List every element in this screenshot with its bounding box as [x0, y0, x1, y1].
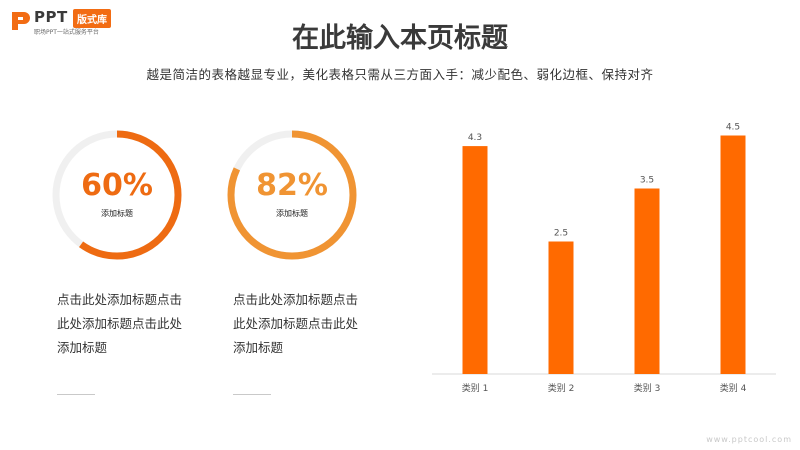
bar-data-label: 3.5	[640, 176, 654, 186]
brand-name: PPT	[34, 8, 68, 26]
page-title: 在此输入本页标题	[292, 23, 508, 54]
donut-progress-arc	[227, 130, 357, 260]
kpi-value: 82%	[256, 168, 328, 203]
brand-badge: 版式库	[73, 9, 111, 28]
donut-ring	[227, 130, 357, 260]
bar-data-label: 4.3	[468, 133, 482, 143]
kpi-description: 点击此处添加标题点击此处添加标题点击此处添加标题	[57, 292, 183, 355]
kpi-label: 添加标题	[276, 209, 308, 218]
page-subtitle: 越是简洁的表格越显专业，美化表格只需从三方面入手：减少配色、弱化边框、保持对齐	[146, 67, 654, 82]
brand-logo: PPT 版式库 职场PPT一站式服务平台	[10, 8, 160, 36]
divider	[233, 394, 271, 395]
watermark: www.pptcool.com	[706, 435, 792, 444]
divider	[57, 394, 95, 395]
bar-chart: 4.3 类别 1 2.5 类别 2 3.5 类别 3 4.5 类别 4	[424, 95, 784, 405]
x-tick-label: 类别 2	[548, 382, 575, 394]
bar-data-label: 2.5	[554, 229, 568, 239]
kpi-label: 添加标题	[101, 209, 133, 218]
bar	[548, 241, 574, 374]
bar-chart-svg: 4.3 类别 1 2.5 类别 2 3.5 类别 3 4.5 类别 4	[432, 123, 776, 394]
x-tick-label: 类别 4	[720, 382, 747, 394]
kpi-value: 60%	[81, 168, 153, 203]
bar	[462, 146, 488, 374]
bar-data-label: 4.5	[726, 123, 740, 133]
x-tick-label: 类别 1	[462, 382, 489, 394]
brand-tagline: 职场PPT一站式服务平台	[34, 29, 99, 36]
donut-ring	[52, 130, 182, 260]
bar	[720, 135, 746, 374]
x-tick-label: 类别 3	[634, 382, 661, 394]
logo-mark-icon	[12, 12, 30, 30]
donut-progress-arc	[52, 130, 182, 260]
kpi-description: 点击此处添加标题点击此处添加标题点击此处添加标题	[233, 292, 359, 355]
bar	[634, 188, 660, 374]
kpi-donut: 60% 添加标题	[50, 128, 184, 262]
kpi-donut: 82% 添加标题	[225, 128, 359, 262]
